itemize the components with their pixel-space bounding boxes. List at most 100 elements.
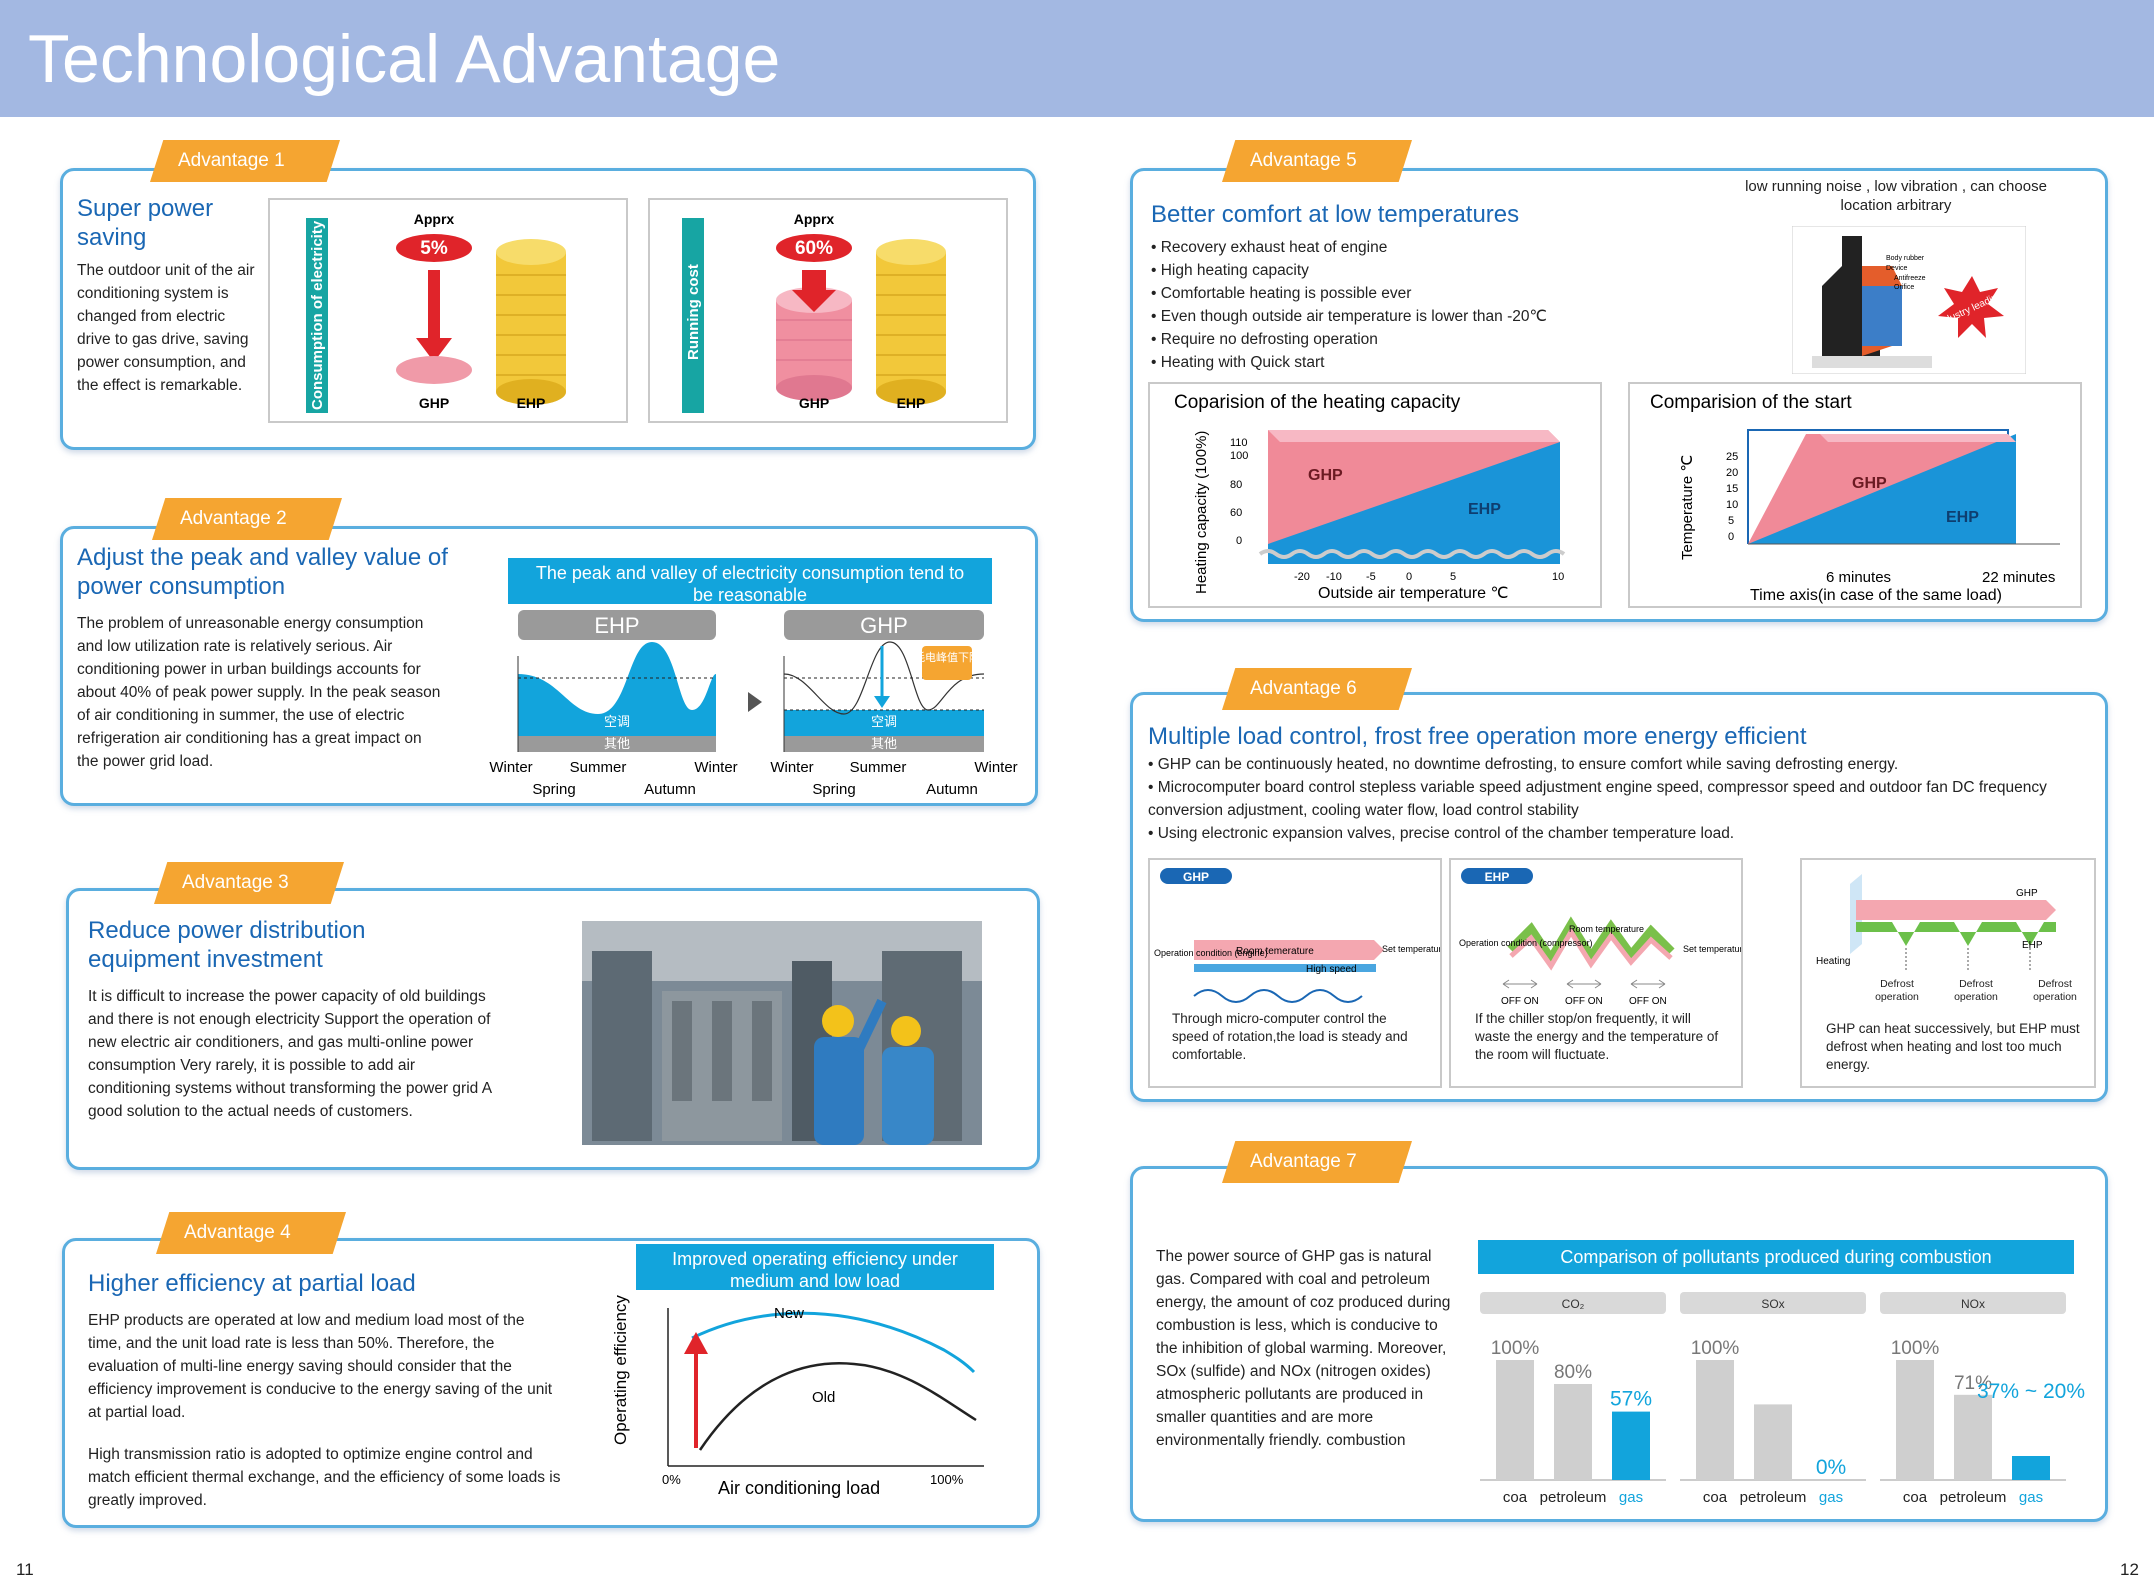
y-tick: 15 [1726, 483, 1738, 495]
room-temp-label: Room temerature [1236, 946, 1314, 957]
bullet-item: • Comfortable heating is possible ever [1151, 285, 1412, 302]
pollutant-value-label: 37% ~ 20% [1977, 1380, 2085, 1403]
ghp-label: GHP [799, 395, 829, 411]
running-cost-panel: Running cost Apprx 60% GHP EHP [648, 198, 1008, 423]
engine-label: Device [1886, 265, 1908, 272]
percent-badge [396, 234, 472, 262]
x-tick-0: 0% [662, 1472, 681, 1487]
season-label: Winter [974, 759, 1017, 776]
apprx-label: Apprx [414, 211, 455, 227]
pollutant-title: SOx [1761, 1297, 1784, 1311]
season-label: Winter [694, 759, 737, 776]
old-curve [698, 1362, 977, 1451]
set-temperature-label: Set temperature [1382, 944, 1440, 954]
advantage-1-tag: Advantage 1 [150, 140, 340, 182]
season-label: Winter [489, 759, 532, 776]
y-tick: 10 [1726, 499, 1738, 511]
bullet-item: • Even though outside air temperature is… [1151, 308, 1547, 325]
page-header: Technological Advantage [0, 0, 2154, 117]
ghp-pill-label: GHP [860, 613, 908, 638]
pollutant-category-label: gas [2019, 1489, 2043, 1506]
set-temperature-label: Set temperature [1683, 944, 1741, 954]
x-tick: 10 [1552, 571, 1564, 583]
axis-label: Consumption of electricity [309, 220, 326, 410]
pollutant-category-label: petroleum [1940, 1489, 2007, 1506]
power-workers-photo [582, 921, 982, 1145]
ehp-pill-label: EHP [594, 613, 639, 638]
engine-label: Body rubber [1886, 255, 1925, 262]
electricity-consumption-panel: Consumption of electricity Apprx 5% GHP … [268, 198, 628, 423]
defrost-label: Defrost operation [2033, 978, 2077, 1003]
room-temperature-band [1194, 940, 1384, 960]
pollutant-value-label: 57% [1610, 1388, 1652, 1411]
x-tick: 0 [1406, 571, 1412, 583]
season-label: Autumn [926, 781, 978, 798]
heating-label: Heating [1816, 956, 1850, 967]
operation-condition-label: Operation condition (engine) [1154, 948, 1268, 958]
ghp-load-diagram: GHP Room temerature High speed Operation… [1154, 868, 1440, 1062]
time-22-min: 22 minutes [1982, 569, 2055, 586]
pollutant-value-label: 100% [1691, 1338, 1740, 1359]
pollutant-category-label: coa [1703, 1489, 1728, 1506]
advantage-4-title: Higher efficiency at partial load [88, 1270, 416, 1297]
season-label: Summer [850, 759, 907, 776]
defrost-diagram: GHP EHP Heating Defrost operation Defros… [1816, 874, 2080, 1072]
ehp-wave [518, 642, 716, 752]
advantage-6-title: Multiple load control, frost free operat… [1148, 723, 1807, 750]
axis-bar [306, 218, 328, 413]
start-comparison-chart: Comparision of the start Temperature ℃ 2… [1650, 392, 2060, 604]
advantage-1-text: The outdoor unit of the air conditioning… [77, 262, 255, 394]
new-curve [691, 1311, 976, 1374]
percent-badge [776, 234, 852, 262]
engine-illustration: Industry leading Body rubber Device Anti… [1792, 226, 2026, 374]
y-tick: 60 [1230, 507, 1242, 519]
pollutant-bar [1896, 1360, 1934, 1480]
pollutant-bar [1754, 1404, 1792, 1480]
pollutant-category-label: petroleum [1540, 1489, 1607, 1506]
ehp-pill [518, 610, 716, 640]
pollutant-title: CO₂ [1562, 1297, 1585, 1311]
ehp-area [1748, 434, 2016, 544]
x-tick-100: 100% [930, 1472, 964, 1487]
room-temp-label: Room temperature [1569, 924, 1644, 934]
pollutant-value-label: 71% [1954, 1373, 1992, 1394]
season-label: Autumn [644, 781, 696, 798]
bullet-item: • Using electronic expansion valves, pre… [1148, 825, 1735, 842]
off-on-label: OFF ON [1629, 996, 1667, 1007]
apprx-label: Apprx [794, 211, 835, 227]
pollutant-category-label: coa [1503, 1489, 1528, 1506]
ghp-series-label: GHP [1308, 467, 1343, 484]
ehp-coin-stack [876, 252, 946, 392]
y-axis-label: Operating efficiency [611, 1295, 630, 1445]
ghp-caption: Through micro-computer control the speed… [1172, 1011, 1408, 1062]
ehp-load-panel [1449, 858, 1743, 1088]
ghp-ac-label: 空调 [871, 714, 897, 729]
ghp-other-label: 其他 [871, 736, 897, 751]
page-title: Technological Advantage [28, 21, 781, 97]
peak-drop-note-text: 耗电峰值下降 [914, 650, 980, 664]
advantage-2-title: Adjust the peak and valley value of powe… [77, 544, 448, 600]
x-tick: 5 [1450, 571, 1456, 583]
ehp-load-diagram: EHP Room temperature Operation condition… [1459, 868, 1741, 1062]
efficiency-banner: Improved operating efficiency under medi… [636, 1244, 994, 1291]
y-tick: 0 [1728, 531, 1734, 543]
advantage-2-text: The problem of unreasonable energy consu… [77, 615, 441, 770]
page-number-left: 11 [16, 1560, 34, 1579]
x-tick: -5 [1366, 571, 1376, 583]
x-axis-label: Outside air temperature ℃ [1318, 585, 1509, 602]
pollutant-bar [2012, 1456, 2050, 1480]
y-tick: 20 [1726, 467, 1738, 479]
down-arrow [428, 270, 440, 340]
ehp-series-label: EHP [1468, 501, 1501, 518]
advantage-4-tag: Advantage 4 [156, 1212, 346, 1254]
y-tick: 25 [1726, 451, 1738, 463]
high-speed-label: High speed [1306, 964, 1357, 975]
ghp-pill [784, 610, 984, 640]
peak-valley-diagram: EHP GHP 空调 其他 空调 其他 耗电峰值下降 Winter Summer… [489, 610, 1018, 798]
season-label: Summer [570, 759, 627, 776]
off-on-label: OFF ON [1565, 996, 1603, 1007]
pollutant-title: NOx [1961, 1297, 1985, 1311]
advantage-3-title: Reduce power distribution equipment inve… [88, 917, 366, 973]
ehp-badge [1461, 868, 1533, 884]
advantage-5-title: Better comfort at low temperatures [1151, 201, 1520, 228]
